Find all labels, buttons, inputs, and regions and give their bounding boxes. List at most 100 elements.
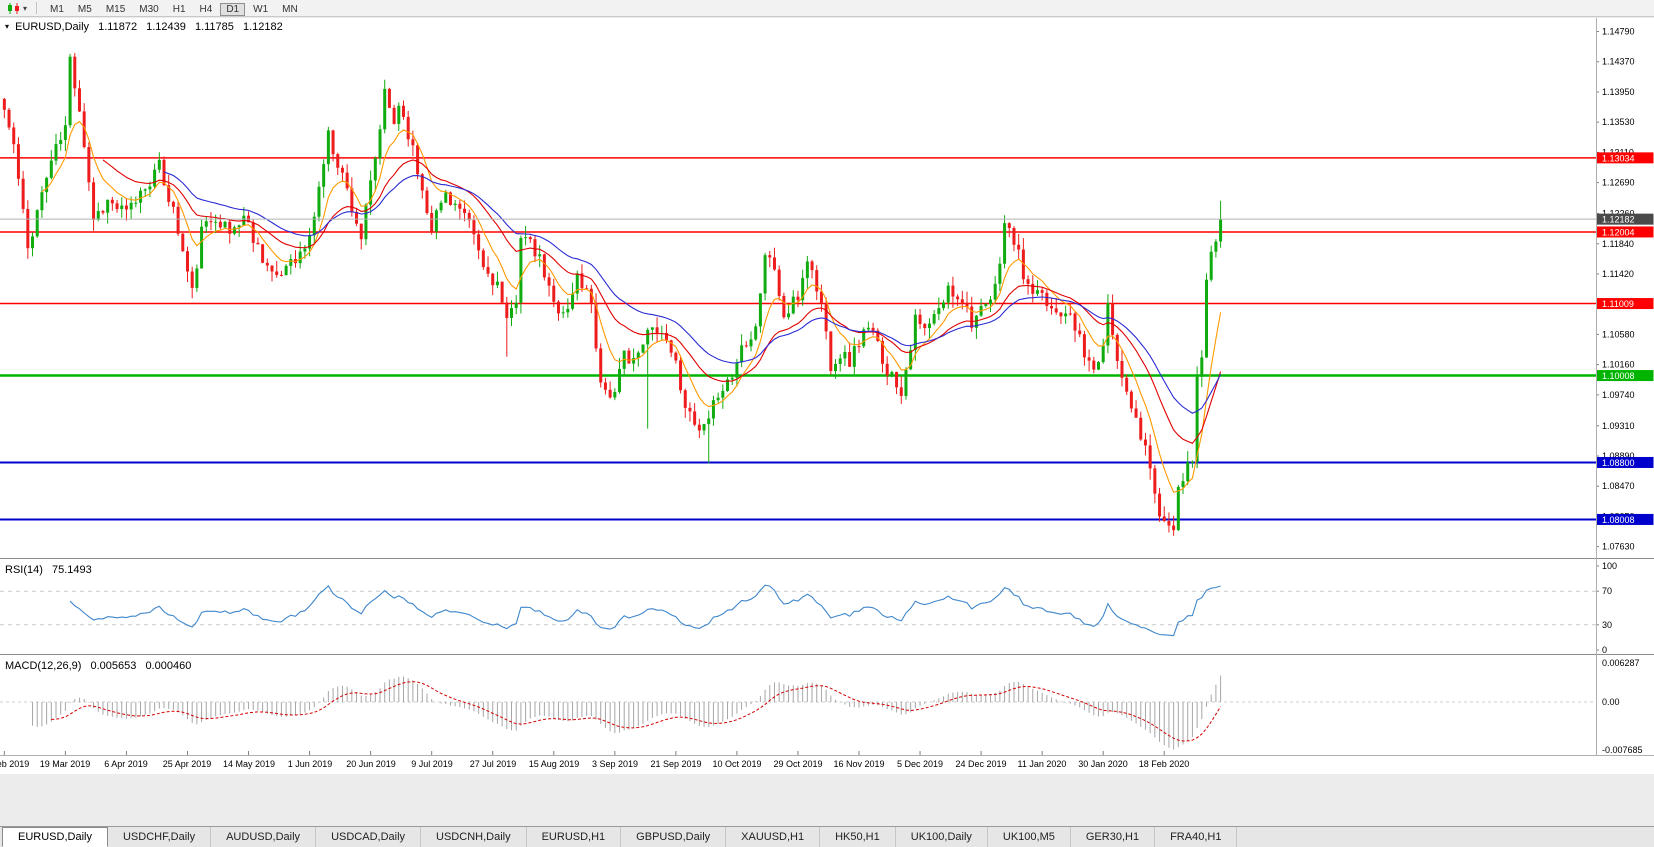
price-tick-label: 1.07630 bbox=[1602, 542, 1635, 552]
low-value: 1.11785 bbox=[194, 21, 234, 33]
chart-tab-usdcad-daily[interactable]: USDCAD,Daily bbox=[316, 827, 422, 847]
price-label-1.10008: 1.10008 bbox=[1596, 370, 1654, 382]
chart-tab-uk100-m5[interactable]: UK100,M5 bbox=[987, 827, 1071, 847]
date-label: 6 Apr 2019 bbox=[104, 759, 148, 769]
timeframe-button-m1[interactable]: M1 bbox=[50, 4, 64, 15]
main-chart-panel[interactable] bbox=[0, 18, 1596, 558]
moving-average-34[interactable] bbox=[163, 171, 1222, 414]
date-label: 14 May 2019 bbox=[222, 759, 276, 769]
price-tick-label: 1.08470 bbox=[1602, 481, 1635, 491]
macd-name-label: MACD(12,26,9) bbox=[5, 660, 82, 672]
moving-average-21[interactable] bbox=[102, 159, 1222, 444]
macd-tick-label: 0.00 bbox=[1602, 697, 1620, 707]
candlestick-glyph bbox=[8, 2, 19, 14]
moving-average-8[interactable] bbox=[41, 120, 1222, 493]
date-label: 3 Sep 2019 bbox=[591, 759, 639, 769]
timeframe-button-h4[interactable]: H4 bbox=[199, 4, 213, 15]
date-axis[interactable]: 28 Feb 2019 19 Mar 2019 6 Apr 2019 25 Apr 2… bbox=[0, 756, 1654, 774]
date-label: 15 Aug 2019 bbox=[528, 759, 580, 769]
macd-signal-value: 0.000460 bbox=[145, 660, 192, 672]
current-price-label: 1.12182 bbox=[1596, 213, 1654, 225]
chart-tab-uk100-daily[interactable]: UK100,Daily bbox=[895, 827, 988, 847]
close-value: 1.12182 bbox=[242, 21, 283, 33]
svg-text:1.12004: 1.12004 bbox=[1602, 227, 1635, 237]
date-label: 27 Jul 2019 bbox=[469, 759, 517, 769]
date-label: 28 Feb 2019 bbox=[0, 759, 30, 769]
price-tick-label: 1.13530 bbox=[1602, 117, 1635, 127]
timeframe-button-mn[interactable]: MN bbox=[282, 4, 298, 15]
price-tick-label: 1.12690 bbox=[1602, 178, 1635, 188]
svg-text:1.12182: 1.12182 bbox=[1602, 215, 1635, 225]
date-label: 11 Jan 2020 bbox=[1017, 759, 1067, 769]
date-label: 21 Sep 2019 bbox=[650, 759, 702, 769]
chart-canvas[interactable]: 1.147901.143701.139501.135301.131101.126… bbox=[0, 18, 1654, 756]
collapse-triangle-icon[interactable]: ▾ bbox=[5, 22, 10, 31]
panel-separator[interactable] bbox=[0, 557, 1654, 563]
rsi-tick-label: 0 bbox=[1602, 645, 1607, 655]
rsi-tick-label: 100 bbox=[1602, 561, 1617, 571]
chart-canvas-holder[interactable]: 1.147901.143701.139501.135301.131101.126… bbox=[0, 18, 1654, 756]
macd-tick-label: 0.006287 bbox=[1602, 658, 1640, 668]
macd-signal-line bbox=[51, 681, 1222, 742]
chart-tab-audusd-daily[interactable]: AUDUSD,Daily bbox=[211, 827, 317, 847]
timeframe-button-h1[interactable]: H1 bbox=[172, 4, 186, 15]
macd-tick-label: -0.007685 bbox=[1602, 745, 1643, 755]
date-label: 10 Oct 2019 bbox=[712, 759, 762, 769]
date-label: 30 Jan 2020 bbox=[1078, 759, 1128, 769]
price-label-1.12004: 1.12004 bbox=[1596, 226, 1654, 238]
timeframe-button-w1[interactable]: W1 bbox=[253, 4, 269, 15]
svg-text:1.08800: 1.08800 bbox=[1602, 458, 1635, 468]
chart-tab-usdchf-daily[interactable]: USDCHF,Daily bbox=[107, 827, 212, 847]
chart-tab-hk50-h1[interactable]: HK50,H1 bbox=[820, 827, 896, 847]
chevron-down-icon[interactable]: ▾ bbox=[23, 3, 28, 13]
rsi-line bbox=[69, 584, 1221, 637]
rsi-panel[interactable] bbox=[0, 560, 1596, 654]
price-tick-label: 1.11420 bbox=[1602, 269, 1634, 279]
chart-tab-ger30-h1[interactable]: GER30,H1 bbox=[1070, 827, 1156, 847]
date-label: 1 Jun 2019 bbox=[287, 759, 333, 769]
date-label: 29 Oct 2019 bbox=[773, 759, 823, 769]
chart-background bbox=[0, 18, 1654, 756]
price-label-1.11009: 1.11009 bbox=[1596, 298, 1654, 310]
symbol-period-label: EURUSD,Daily bbox=[15, 21, 90, 33]
chart-window: 1.147901.143701.139501.135301.131101.126… bbox=[0, 18, 1654, 774]
chart-tab-fra40-h1[interactable]: FRA40,H1 bbox=[1155, 827, 1238, 847]
date-label: 5 Dec 2019 bbox=[896, 759, 944, 769]
price-label-1.13034: 1.13034 bbox=[1596, 152, 1654, 164]
macd-value: 0.005653 bbox=[90, 660, 137, 672]
rsi-tick-label: 70 bbox=[1602, 586, 1612, 596]
price-tick-label: 1.14790 bbox=[1602, 27, 1635, 37]
chart-tab-xauusd-h1[interactable]: XAUUSD,H1 bbox=[726, 827, 821, 847]
date-label: 16 Nov 2019 bbox=[833, 759, 885, 769]
toolbar: ▾ M1 M5 M15 M30 H1 H4 D1 W1 MN bbox=[0, 0, 1654, 17]
price-label-1.08800: 1.08800 bbox=[1596, 456, 1654, 468]
chart-tab-eurusd-daily[interactable]: EURUSD,Daily bbox=[2, 827, 108, 847]
date-label: 19 Mar 2019 bbox=[39, 759, 91, 769]
price-tick-label: 1.09310 bbox=[1602, 421, 1635, 431]
panel-separator[interactable] bbox=[0, 653, 1654, 659]
svg-text:1.13034: 1.13034 bbox=[1602, 153, 1635, 163]
chart-tab-usdcnh-daily[interactable]: USDCNH,Daily bbox=[421, 827, 527, 847]
price-tick-label: 1.10160 bbox=[1602, 360, 1635, 370]
chart-tab-eurusd-h1[interactable]: EURUSD,H1 bbox=[526, 827, 622, 847]
svg-text:1.11009: 1.11009 bbox=[1602, 299, 1634, 309]
price-tick-label: 1.10580 bbox=[1602, 329, 1635, 339]
candlestick-chart-icon[interactable] bbox=[5, 1, 23, 16]
timeframe-button-d1[interactable]: D1 bbox=[220, 3, 246, 16]
timeframe-button-m15[interactable]: M15 bbox=[105, 4, 126, 15]
macd-header: MACD(12,26,9) 0.005653 0.000460 bbox=[5, 660, 191, 672]
svg-text:1.08008: 1.08008 bbox=[1602, 515, 1635, 525]
price-label-1.08008: 1.08008 bbox=[1596, 513, 1654, 525]
date-label: 24 Dec 2019 bbox=[955, 759, 1007, 769]
chart-tab-gbpusd-daily[interactable]: GBPUSD,Daily bbox=[621, 827, 727, 847]
price-tick-label: 1.11840 bbox=[1602, 239, 1634, 249]
candles-series bbox=[2, 53, 1223, 536]
date-label: 9 Jul 2019 bbox=[411, 759, 453, 769]
price-tick-label: 1.08890 bbox=[1602, 451, 1635, 461]
timeframe-button-m30[interactable]: M30 bbox=[139, 4, 159, 15]
timeframe-button-m5[interactable]: M5 bbox=[77, 4, 92, 15]
date-label: 20 Jun 2019 bbox=[346, 759, 396, 769]
empty-dock-area bbox=[0, 774, 1654, 826]
rsi-name-label: RSI(14) bbox=[5, 564, 43, 576]
svg-text:1.10008: 1.10008 bbox=[1602, 371, 1635, 381]
